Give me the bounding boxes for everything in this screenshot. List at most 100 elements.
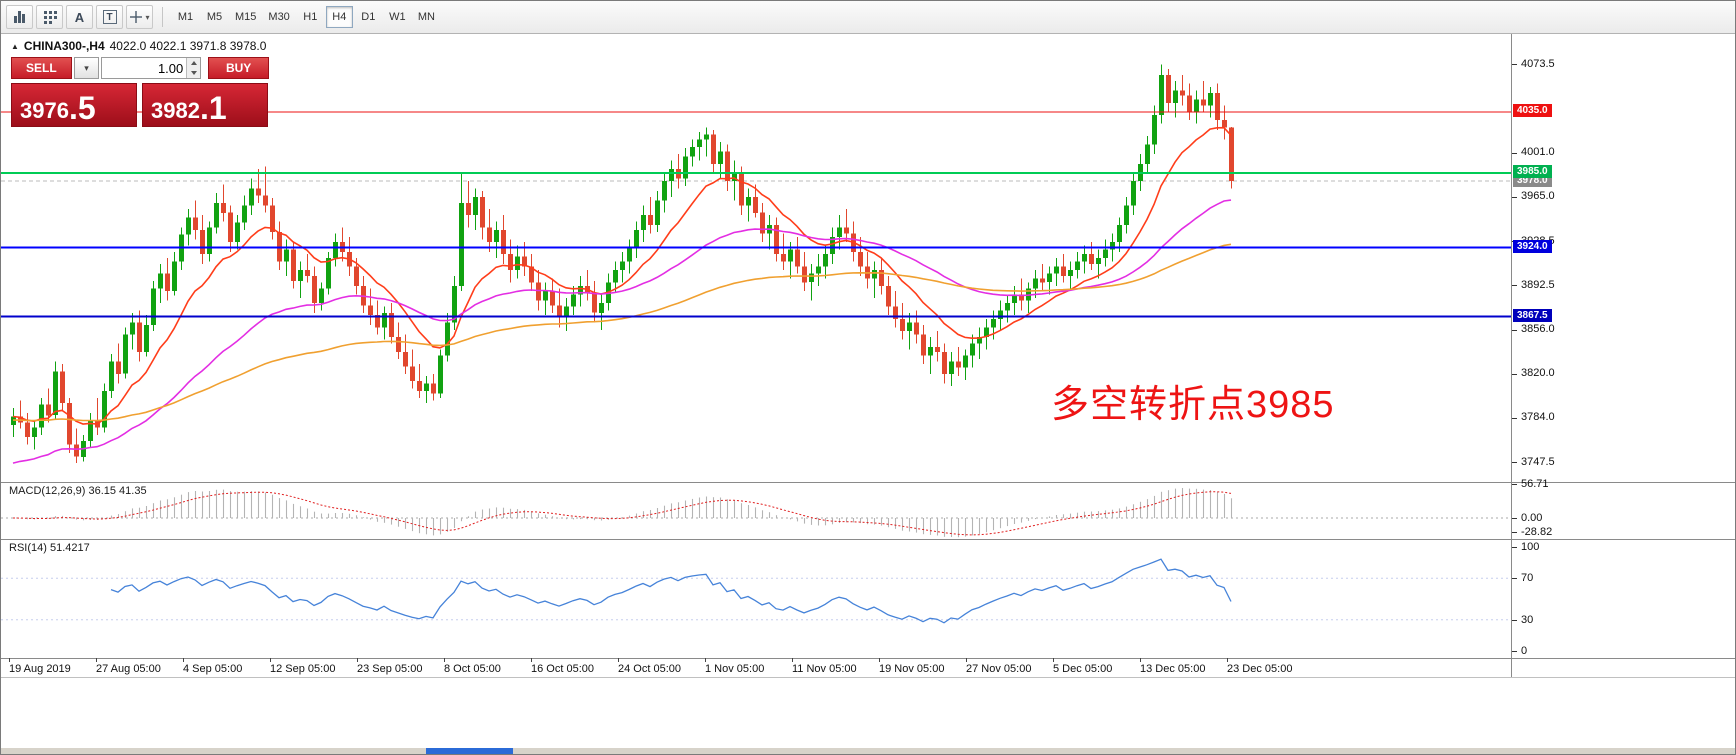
price-tick xyxy=(1512,64,1517,65)
rsi-panel-separator[interactable] xyxy=(1,539,1735,540)
price-level-label: 3924.0 xyxy=(1513,240,1552,253)
rsi-axis-label: 70 xyxy=(1521,572,1534,584)
timeframe-button-mn[interactable]: MN xyxy=(417,11,435,23)
timeframe-button-m1[interactable]: M1 xyxy=(177,11,194,23)
time-axis[interactable]: 19 Aug 2019 27 Aug 05:00 4 Sep 05:00 12 Sep… xyxy=(1,658,1511,677)
price-tick-label: 4073.5 xyxy=(1521,58,1555,70)
volume-input[interactable] xyxy=(102,58,187,78)
toolbar-separator xyxy=(162,7,163,27)
price-tick xyxy=(1512,374,1517,375)
moving-average-lines xyxy=(12,126,1232,464)
buy-button[interactable]: BUY xyxy=(208,57,269,79)
rsi-tick xyxy=(1512,578,1517,579)
buy-price-frac: .1 xyxy=(199,89,227,126)
time-axis-label: 4 Sep 05:00 xyxy=(183,663,243,675)
symbol-info-bar: ▲ CHINA300-,H4 4022.0 4022.1 3971.8 3978… xyxy=(11,39,266,53)
sell-button[interactable]: SELL xyxy=(11,57,72,79)
time-axis-label: 23 Sep 05:00 xyxy=(357,663,423,675)
price-level-label: 4035.0 xyxy=(1513,104,1552,117)
order-type-dropdown[interactable] xyxy=(73,57,100,79)
rsi-line xyxy=(110,558,1232,624)
time-axis-label: 5 Dec 05:00 xyxy=(1053,663,1113,675)
time-tick xyxy=(9,658,10,662)
main-toolbar: A T ▾ M1 M5 M15 M30 H1 H4 D1 W1 MN xyxy=(1,1,1735,34)
text-annotation-icon[interactable]: A xyxy=(66,5,93,29)
time-tick xyxy=(792,658,793,662)
rsi-tick xyxy=(1512,620,1517,621)
sell-price-display[interactable]: 3976.5 xyxy=(11,83,137,127)
macd-axis: 56.71 0.00 -28.82 xyxy=(1512,478,1735,539)
crosshair-glyph xyxy=(130,11,143,23)
price-tick xyxy=(1512,197,1517,198)
price-tick xyxy=(1512,418,1517,419)
timeframe-button-m15[interactable]: M15 xyxy=(235,11,257,23)
price-tick xyxy=(1512,462,1517,463)
rsi-axis-label: 100 xyxy=(1521,541,1540,553)
buy-price-display[interactable]: 3982.1 xyxy=(142,83,268,127)
price-tick-label: 3892.5 xyxy=(1521,279,1555,291)
time-tick xyxy=(1053,658,1054,662)
timeframe-button-m5[interactable]: M5 xyxy=(206,11,223,23)
chart-type-icon[interactable] xyxy=(6,5,33,29)
rsi-chart-canvas[interactable] xyxy=(1,539,1511,658)
rsi-tick xyxy=(1512,651,1517,652)
time-tick xyxy=(1140,658,1141,662)
price-axis[interactable]: 4073.54001.03965.03928.53892.53856.03820… xyxy=(1512,34,1735,677)
timeframe-button-d1[interactable]: D1 xyxy=(361,11,376,23)
time-axis-label: 27 Nov 05:00 xyxy=(966,663,1032,675)
rsi-axis: 100 70 30 0 xyxy=(1512,539,1735,658)
time-tick xyxy=(183,658,184,662)
price-level-label: 3867.5 xyxy=(1513,309,1552,322)
time-axis-label: 19 Aug 2019 xyxy=(9,663,71,675)
macd-tick xyxy=(1512,518,1517,519)
time-axis-label: 16 Oct 05:00 xyxy=(531,663,594,675)
macd-tick xyxy=(1512,532,1517,533)
macd-label: MACD(12,26,9) 36.15 41.35 xyxy=(9,485,147,497)
time-axis-label: 11 Nov 05:00 xyxy=(792,663,857,675)
timeframe-button-h1[interactable]: H1 xyxy=(303,11,318,23)
rsi-axis-label: 30 xyxy=(1521,614,1534,626)
rsi-label: RSI(14) 51.4217 xyxy=(9,542,90,554)
symbol-ohlc: 4022.0 4022.1 3971.8 3978.0 xyxy=(109,39,267,53)
buy-price-main: 3982 xyxy=(151,98,200,123)
time-tick xyxy=(705,658,706,662)
price-tick xyxy=(1512,153,1517,154)
crosshair-tool-icon[interactable]: ▾ xyxy=(126,5,153,29)
macd-panel-separator[interactable] xyxy=(1,482,1735,483)
rsi-axis-label: 0 xyxy=(1521,645,1528,657)
grid-glyph xyxy=(43,11,57,24)
price-tick-label: 3965.0 xyxy=(1521,190,1555,202)
price-tick-label: 3784.0 xyxy=(1521,411,1555,423)
trade-panel-toggle-icon[interactable]: ▲ xyxy=(11,41,19,51)
timeframe-button-w1[interactable]: W1 xyxy=(389,11,406,23)
volume-increase-icon[interactable] xyxy=(187,58,201,68)
time-tick xyxy=(618,658,619,662)
taskbar-item[interactable] xyxy=(426,748,513,754)
rsi-tick xyxy=(1512,547,1517,548)
time-tick xyxy=(879,658,880,662)
volume-decrease-icon[interactable] xyxy=(187,68,201,78)
bottom-taskbar-strip xyxy=(1,748,1735,754)
bar-chart-glyph xyxy=(14,11,25,23)
price-tick xyxy=(1512,285,1517,286)
timeframe-group: M1 M5 M15 M30 H1 H4 D1 W1 MN xyxy=(172,6,440,28)
time-tick xyxy=(1227,658,1228,662)
price-tick-label: 4001.0 xyxy=(1521,146,1555,158)
price-level-label: 3985.0 xyxy=(1513,165,1552,178)
sell-price-main: 3976 xyxy=(20,98,69,123)
time-tick xyxy=(531,658,532,662)
indicators-icon[interactable] xyxy=(36,5,63,29)
timeframe-button-h4[interactable]: H4 xyxy=(325,6,353,28)
macd-axis-label: 56.71 xyxy=(1521,478,1549,490)
macd-tick xyxy=(1512,484,1517,485)
time-axis-label: 24 Oct 05:00 xyxy=(618,663,681,675)
time-axis-label: 13 Dec 05:00 xyxy=(1140,663,1206,675)
price-tick-label: 3856.0 xyxy=(1521,323,1555,335)
time-axis-label: 19 Nov 05:00 xyxy=(879,663,945,675)
macd-axis-label: 0.00 xyxy=(1521,512,1543,524)
macd-chart-canvas[interactable] xyxy=(1,482,1511,539)
text-label-icon[interactable]: T xyxy=(96,5,123,29)
price-axis-line xyxy=(1511,34,1512,677)
timeframe-button-m30[interactable]: M30 xyxy=(268,11,290,23)
